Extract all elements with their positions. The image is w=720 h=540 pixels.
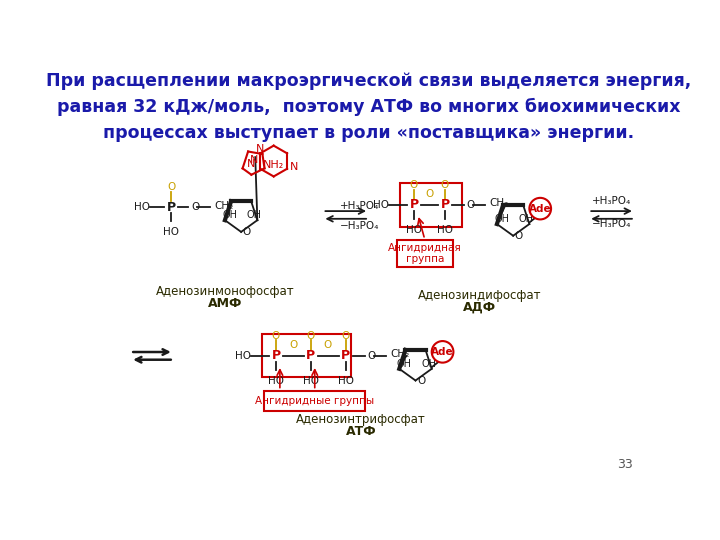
Text: Аденозиндифосфат: Аденозиндифосфат [418,289,541,302]
Text: При расщеплении макроэргической связи выделяется энергия,
равная 32 кДж/моль,  п: При расщеплении макроэргической связи вы… [46,72,692,142]
Text: HO: HO [134,202,150,212]
Circle shape [529,198,551,219]
Text: HO: HO [338,376,354,386]
Text: −H₃PO₄: −H₃PO₄ [340,221,379,231]
Text: HO: HO [268,376,284,386]
Text: P: P [441,198,449,212]
Text: O: O [243,227,251,237]
Text: АМФ: АМФ [208,297,243,310]
Text: N: N [247,159,256,170]
Text: OH: OH [494,214,509,224]
Text: HO: HO [303,376,319,386]
Text: N: N [289,162,298,172]
Text: O: O [324,340,332,350]
Text: АДФ: АДФ [463,301,496,314]
Text: OH: OH [397,359,411,369]
Text: O: O [307,331,315,341]
Text: OH: OH [222,211,237,220]
Text: OH: OH [421,359,436,369]
Text: Ade: Ade [431,347,454,357]
Text: P: P [341,349,351,362]
Text: O: O [515,231,523,241]
Text: OH: OH [247,211,262,220]
Text: АТФ: АТФ [346,425,377,438]
Text: O: O [341,331,350,341]
Text: O: O [441,180,449,190]
Text: O: O [417,375,426,386]
Bar [262,334,351,377]
Text: O: O [272,331,280,341]
Text: CH₂: CH₂ [489,198,508,208]
Text: O: O [367,351,376,361]
Text: CH₂: CH₂ [214,201,233,211]
Text: N: N [256,145,265,154]
Bar [397,240,453,267]
Circle shape [432,341,454,363]
Text: Ade: Ade [529,204,552,214]
Text: NH₂: NH₂ [263,160,284,170]
Text: HO: HO [235,351,251,361]
Bar [400,184,462,226]
Text: OH: OH [519,214,534,224]
Text: CH₂: CH₂ [390,349,409,359]
Text: HO: HO [373,200,389,210]
Text: −H₃PO₄: −H₃PO₄ [592,219,631,230]
Text: P: P [410,198,418,212]
Text: HO: HO [437,225,453,235]
Bar [264,390,365,410]
Text: O: O [426,189,433,199]
Text: O: O [289,340,297,350]
Text: O: O [410,180,418,190]
Text: HO: HO [163,227,179,237]
Text: O: O [167,182,176,192]
Text: P: P [167,201,176,214]
Text: +H₃PO₄: +H₃PO₄ [592,196,631,206]
Text: Ангидридная
группа: Ангидридная группа [388,242,462,264]
Text: +H₃PO₄: +H₃PO₄ [340,201,379,211]
Text: O: O [467,200,475,210]
Text: O: O [192,202,199,212]
Text: Аденозинтрифосфат: Аденозинтрифосфат [297,413,426,426]
Text: P: P [271,349,281,362]
Text: Аденозинмонофосфат: Аденозинмонофосфат [156,286,295,299]
Text: P: P [306,349,315,362]
Text: 33: 33 [617,458,632,471]
Text: N: N [251,155,258,165]
Text: HO: HO [406,225,422,235]
Text: Ангидридные группы: Ангидридные группы [255,395,374,406]
